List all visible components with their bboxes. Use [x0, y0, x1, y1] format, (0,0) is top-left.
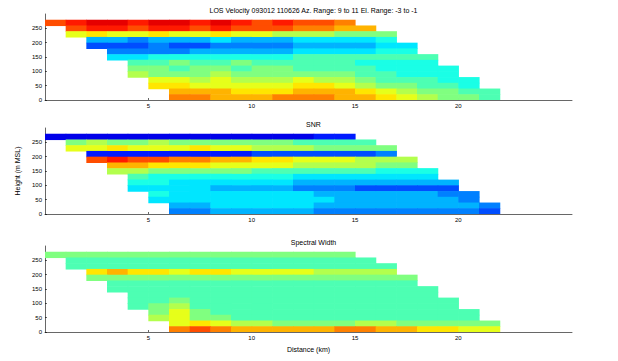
svg-text:100: 100 [32, 182, 43, 188]
svg-text:10: 10 [248, 103, 255, 109]
svg-text:10: 10 [248, 217, 255, 223]
svg-text:Spectral Width: Spectral Width [291, 239, 337, 247]
svg-text:15: 15 [352, 217, 359, 223]
svg-text:Height (m MSL): Height (m MSL) [14, 146, 22, 195]
svg-text:250: 250 [32, 25, 43, 31]
svg-text:100: 100 [32, 300, 43, 306]
svg-text:SNR: SNR [306, 121, 321, 128]
svg-text:250: 250 [32, 139, 43, 145]
svg-text:50: 50 [35, 197, 42, 203]
svg-text:5: 5 [147, 335, 151, 341]
svg-text:15: 15 [352, 103, 359, 109]
svg-text:0: 0 [39, 329, 43, 335]
svg-text:200: 200 [32, 272, 43, 278]
svg-text:Distance (km): Distance (km) [287, 346, 330, 354]
svg-text:200: 200 [32, 154, 43, 160]
svg-text:50: 50 [35, 315, 42, 321]
svg-text:20: 20 [455, 217, 462, 223]
svg-text:200: 200 [32, 40, 43, 46]
svg-text:0: 0 [39, 97, 43, 103]
svg-text:20: 20 [455, 103, 462, 109]
svg-text:LOS Velocity 093012 110626 Az.: LOS Velocity 093012 110626 Az. Range: 9 … [210, 7, 418, 15]
svg-text:15: 15 [352, 335, 359, 341]
svg-text:150: 150 [32, 54, 43, 60]
svg-text:250: 250 [32, 257, 43, 263]
svg-text:5: 5 [147, 217, 151, 223]
svg-text:10: 10 [248, 335, 255, 341]
svg-text:150: 150 [32, 168, 43, 174]
svg-text:20: 20 [455, 335, 462, 341]
svg-text:150: 150 [32, 286, 43, 292]
svg-text:0: 0 [39, 211, 43, 217]
svg-text:50: 50 [35, 83, 42, 89]
svg-text:100: 100 [32, 68, 43, 74]
svg-text:5: 5 [147, 103, 151, 109]
